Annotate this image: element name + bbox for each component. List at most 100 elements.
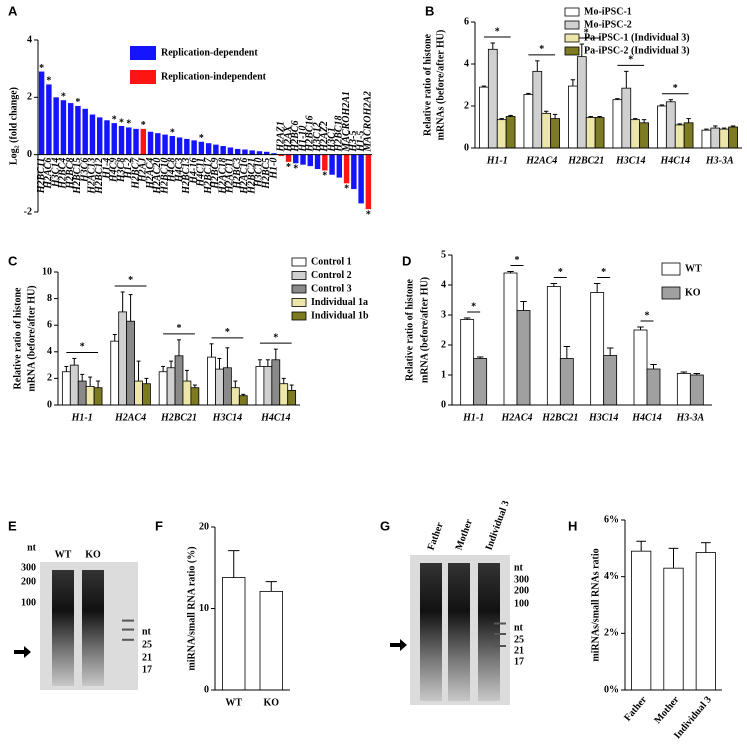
x-tick-label: H4C14: [260, 412, 290, 423]
bar: [111, 123, 117, 155]
ladder-band: [494, 645, 506, 647]
bar: [174, 355, 184, 406]
x-tick-label: H2AZ2: [319, 121, 330, 153]
bar: [657, 105, 667, 149]
bar: [140, 128, 147, 155]
bar: [674, 124, 685, 149]
bar: [351, 154, 357, 190]
bar: [89, 114, 96, 155]
legend-label: Control 2: [311, 270, 352, 281]
x-tick-label: H1-1: [71, 412, 93, 423]
legend-label: KO: [685, 287, 701, 298]
panel-label: H: [568, 518, 577, 533]
bar: [85, 385, 95, 406]
significance: *: [80, 342, 85, 353]
x-tick-label: H2BC3: [232, 158, 243, 190]
bar: [223, 367, 232, 406]
ladder-unit: nt: [142, 626, 152, 637]
bar: [314, 154, 321, 169]
x-tick-label: H2BC16: [305, 116, 316, 153]
bar: [82, 108, 88, 155]
x-tick-label: H2BC9: [210, 158, 221, 190]
x-tick-label: H2AC4: [500, 412, 532, 423]
bar: [639, 122, 649, 149]
bar: [249, 150, 255, 155]
bar: [676, 373, 691, 406]
significance: *: [46, 76, 51, 87]
gel-lane: [478, 563, 500, 701]
legend-label: Replication-independent: [161, 71, 267, 82]
bar: [695, 552, 716, 691]
bar: [630, 119, 641, 149]
ladder-label: 100: [21, 597, 36, 608]
bar: [213, 144, 219, 155]
legend-swatch: [291, 271, 307, 280]
bar: [487, 48, 498, 149]
bar: [126, 320, 135, 406]
bar: [343, 154, 350, 184]
significance: *: [273, 332, 278, 343]
legend-label: Individual 1a: [311, 297, 368, 308]
significance: *: [119, 117, 124, 128]
bar: [293, 154, 299, 164]
x-tick-label: H1-5: [355, 131, 366, 153]
x-tick-label: H2AC4: [114, 412, 146, 423]
x-tick-label: MACROH2A1: [341, 91, 352, 153]
bar: [256, 151, 263, 155]
bar: [190, 387, 200, 406]
x-tick-label: H3-3A: [675, 412, 704, 423]
legend-swatch: [291, 311, 307, 321]
y-tick-label: 4: [441, 279, 446, 290]
y-tick-label: 0: [441, 399, 446, 410]
bar: [365, 154, 372, 210]
significance: *: [286, 162, 291, 173]
legend-label: WT: [685, 263, 702, 274]
bar: [460, 319, 475, 406]
panel-label: C: [8, 253, 18, 268]
bar: [227, 147, 234, 155]
x-tick-label: H1-4: [101, 158, 112, 180]
y-axis-label: mRNA (before/after HU): [419, 277, 430, 383]
x-tick-label: H2BC5: [261, 158, 272, 190]
significance: *: [39, 63, 44, 74]
x-tick-label: H1-2: [123, 158, 134, 180]
x-tick-label: H4C14: [660, 155, 690, 166]
legend-label: Pa-iPSC-1 (Individual 3): [584, 32, 690, 43]
lane-label: KO: [85, 549, 101, 560]
x-tick-label: H2AC6: [43, 158, 54, 190]
x-tick-label: WT: [225, 697, 242, 708]
x-tick-label: H4C9: [109, 158, 120, 183]
bar: [665, 101, 676, 149]
x-tick-label: H3C14: [615, 155, 645, 166]
bar: [278, 154, 284, 157]
legend-swatch: [130, 70, 156, 84]
bar: [473, 358, 488, 406]
y-axis-label: mRNAs (before/after HU): [435, 30, 446, 141]
y-tick-label: 2: [441, 339, 446, 350]
bar: [585, 117, 596, 149]
panel-label: F: [155, 518, 163, 533]
bar: [182, 380, 192, 406]
x-tick-label: H1-1: [486, 155, 508, 166]
legend-swatch: [291, 257, 307, 267]
bar: [631, 550, 652, 691]
ladder-label: 21: [514, 645, 524, 656]
significance: *: [61, 91, 66, 102]
gel-lane: [448, 563, 470, 701]
bar: [118, 311, 128, 406]
panel-label: B: [425, 3, 434, 18]
x-tick-label: H2BC6: [290, 121, 301, 153]
bar: [271, 153, 277, 155]
significance: *: [539, 44, 544, 55]
bar: [134, 380, 143, 406]
y-axis-label: Relative ratio of histone: [404, 278, 415, 380]
bar: [158, 371, 168, 406]
ladder-band: [122, 628, 134, 631]
ladder-label: 25: [142, 639, 152, 650]
y-tick-label: 2%: [604, 628, 619, 639]
legend-label: Pa-iPSC-2 (Individual 3): [584, 45, 690, 56]
significance: *: [515, 255, 520, 266]
legend-swatch: [130, 46, 156, 60]
bar: [61, 371, 71, 406]
x-tick-label: H2BC4: [58, 158, 69, 190]
